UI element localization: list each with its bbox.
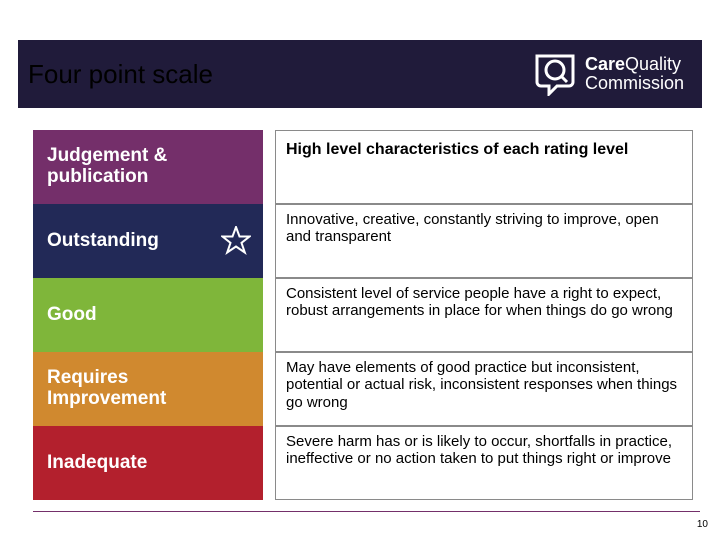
label-good: Good xyxy=(33,278,263,352)
characteristics-outstanding: Innovative, creative, constantly strivin… xyxy=(275,204,693,278)
star-icon xyxy=(221,226,251,256)
header-text: High level characteristics of each ratin… xyxy=(286,141,628,158)
characteristics-column: High level characteristics of each ratin… xyxy=(275,130,693,500)
rating-labels-column: Judgement & publication Outstanding Good… xyxy=(33,130,263,500)
label-text: Outstanding xyxy=(47,230,159,252)
label-text: Requires Improvement xyxy=(47,368,166,410)
speech-bubble-q-icon xyxy=(533,52,577,96)
characteristics-header: High level characteristics of each ratin… xyxy=(275,130,693,204)
label-text: Judgement & publication xyxy=(47,146,167,188)
label-text: Good xyxy=(47,304,97,326)
label-judgement-publication: Judgement & publication xyxy=(33,130,263,204)
cell-text: May have elements of good practice but i… xyxy=(286,359,677,411)
cqc-logo: CareQuality Commission xyxy=(533,52,684,96)
slide: Four point scale CareQuality Commission … xyxy=(0,0,720,540)
label-requires-improvement: Requires Improvement xyxy=(33,352,263,426)
logo-text: CareQuality Commission xyxy=(585,55,684,93)
cell-text: Consistent level of service people have … xyxy=(286,285,673,319)
characteristics-good: Consistent level of service people have … xyxy=(275,278,693,352)
page-title: Four point scale xyxy=(28,59,213,90)
page-number: 10 xyxy=(697,519,708,530)
cell-text: Severe harm has or is likely to occur, s… xyxy=(286,433,672,467)
title-bar: Four point scale CareQuality Commission xyxy=(18,40,702,108)
cell-text: Innovative, creative, constantly strivin… xyxy=(286,211,659,245)
label-outstanding: Outstanding xyxy=(33,204,263,278)
label-inadequate: Inadequate xyxy=(33,426,263,500)
characteristics-requires: May have elements of good practice but i… xyxy=(275,352,693,426)
characteristics-inadequate: Severe harm has or is likely to occur, s… xyxy=(275,426,693,500)
label-text: Inadequate xyxy=(47,452,147,474)
footer-divider xyxy=(33,511,700,512)
